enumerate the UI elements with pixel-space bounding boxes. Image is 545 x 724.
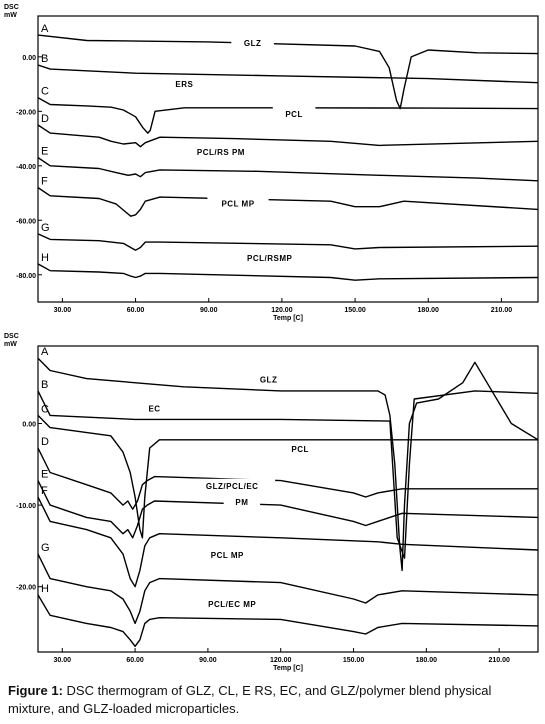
- annotation-label: PM: [235, 498, 248, 507]
- series-letter-h: H: [41, 252, 49, 264]
- x-tick-label: 90.00: [200, 307, 218, 314]
- figure-caption: Figure 1: DSC thermogram of GLZ, CL, E R…: [8, 682, 538, 718]
- series-line-f: [38, 187, 538, 217]
- series-line-g: [38, 233, 538, 251]
- y-tick-label: -20.00: [16, 585, 36, 592]
- series-letter-e: E: [41, 469, 48, 481]
- annotation-bg: [223, 495, 261, 510]
- x-tick-label: 150.00: [344, 307, 366, 314]
- series-line-h: [38, 594, 538, 647]
- series-line-c: [38, 97, 538, 134]
- series-line-b: [38, 64, 538, 84]
- plot-frame: [37, 345, 539, 653]
- series-letter-c: C: [41, 86, 49, 98]
- annotation-label: EC: [148, 404, 160, 413]
- series-letter-g: G: [41, 222, 50, 234]
- y-axis-label: DSC: [4, 4, 19, 11]
- series-line-g: [38, 553, 538, 625]
- annotation-group: GLZ ERS PCL PCL/RS PM PCL MP PCL/RSMP: [163, 35, 316, 266]
- series-letter-h: H: [41, 583, 49, 595]
- annotation-label: PCL/RSMP: [247, 254, 293, 263]
- series-letter-b: B: [41, 53, 48, 65]
- annotation-bg: [136, 401, 173, 416]
- series-letter-a: A: [41, 23, 49, 35]
- series-line-a: [38, 357, 538, 572]
- annotation-label: ERS: [175, 80, 193, 89]
- series-line-a: [38, 34, 538, 110]
- series-line-d: [38, 124, 538, 148]
- annotation-label: GLZ: [244, 39, 262, 48]
- annotation-bg: [196, 548, 258, 563]
- series-line-d: [38, 447, 538, 510]
- annotation-bg: [207, 196, 269, 211]
- x-tick-label: 180.00: [416, 657, 438, 664]
- y-axis-label: DSC: [4, 333, 19, 340]
- annotation-label: GLZ: [260, 376, 278, 385]
- series-letter-d: D: [41, 436, 49, 448]
- annotation-label: PCL MP: [211, 551, 244, 560]
- series-line-h: [38, 263, 538, 281]
- series-letter-b: B: [41, 379, 48, 391]
- annotation-bg: [163, 76, 206, 91]
- series-letter-a: A: [41, 346, 49, 358]
- annotation-bg: [247, 372, 290, 387]
- annotation-bg: [231, 35, 274, 50]
- plot-frame: [37, 15, 539, 303]
- annotation-bg: [232, 251, 307, 266]
- x-tick-label: 210.00: [491, 307, 513, 314]
- y-axis-unit: mW: [4, 341, 17, 348]
- annotation-group: GLZ EC PCL GLZ/PCL/EC PM PCL MP PCL/EC MP: [136, 372, 322, 612]
- annotation-label: PCL/RS PM: [197, 148, 245, 157]
- y-tick-label: 0.00: [22, 422, 36, 429]
- annotation-label: PCL MP: [221, 200, 254, 209]
- y-tick-label: -20.00: [16, 109, 36, 116]
- annotation-label: PCL: [291, 445, 309, 454]
- series-line-f: [38, 496, 538, 588]
- series-letter-e: E: [41, 146, 48, 158]
- caption-text: DSC thermogram of GLZ, CL, E RS, EC, and…: [8, 683, 492, 716]
- series-line-b: [38, 390, 538, 559]
- y-tick-label: -40.00: [16, 164, 36, 171]
- x-tick-label: 210.00: [488, 657, 510, 664]
- annotation-bg: [181, 144, 261, 159]
- series-line-e: [38, 157, 538, 182]
- series-letter-g: G: [41, 542, 50, 554]
- x-axis-label: Temp [C]: [273, 315, 303, 322]
- series-letter-f: F: [41, 176, 48, 188]
- x-tick-label: 30.00: [54, 657, 72, 664]
- series-letter-f: F: [41, 485, 48, 497]
- caption-label: Figure 1:: [8, 683, 63, 698]
- curve-group: [38, 34, 538, 281]
- series-line-e: [38, 480, 538, 539]
- annotation-label: PCL/EC MP: [208, 600, 256, 609]
- annotation-label: GLZ/PCL/EC: [206, 482, 259, 491]
- y-tick-label: -10.00: [16, 503, 36, 510]
- annotation-bg: [192, 597, 273, 612]
- y-tick-label: -60.00: [16, 218, 36, 225]
- annotation-bg: [189, 478, 276, 493]
- x-tick-label: 90.00: [199, 657, 217, 664]
- annotation-label: PCL: [285, 110, 303, 119]
- annotation-bg: [278, 442, 322, 457]
- x-tick-label: 30.00: [54, 307, 72, 314]
- curve-group: [38, 357, 538, 647]
- y-tick-label: 0.00: [22, 55, 36, 62]
- y-axis-unit: mW: [4, 12, 17, 19]
- annotation-bg: [272, 106, 316, 121]
- x-tick-label: 120.00: [271, 307, 293, 314]
- x-axis-label: Temp [C]: [273, 665, 303, 672]
- y-tick-label: -80.00: [16, 273, 36, 280]
- series-letter-d: D: [41, 113, 49, 125]
- x-tick-label: 150.00: [343, 657, 365, 664]
- x-tick-label: 60.00: [127, 307, 145, 314]
- x-tick-label: 120.00: [270, 657, 292, 664]
- x-tick-label: 180.00: [418, 307, 440, 314]
- series-line-c: [38, 414, 538, 539]
- series-letter-c: C: [41, 403, 49, 415]
- x-tick-label: 60.00: [126, 657, 144, 664]
